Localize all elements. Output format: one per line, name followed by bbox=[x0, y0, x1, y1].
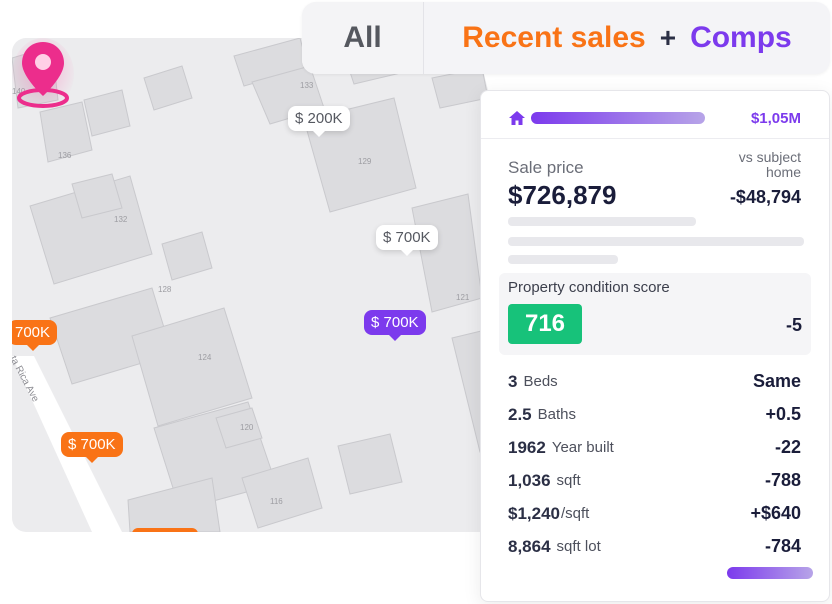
lot-number: 128 bbox=[158, 285, 172, 294]
price-range-bar bbox=[531, 112, 705, 124]
detail-value: 3 bbox=[508, 371, 518, 391]
price-tag[interactable]: $ 700K bbox=[61, 432, 123, 463]
detail-diff: -784 bbox=[764, 536, 801, 556]
condition-score-badge: 716 bbox=[508, 304, 582, 344]
detail-unit: Year built bbox=[551, 439, 614, 456]
sale-price-value: $726,879 bbox=[508, 180, 617, 210]
detail-value: $1,240 bbox=[508, 503, 560, 523]
detail-row-baths: 2.5 Baths +0.5 bbox=[508, 398, 801, 431]
home-icon bbox=[509, 111, 525, 125]
filter-all-button[interactable]: All bbox=[302, 2, 424, 74]
divider bbox=[481, 138, 829, 139]
detail-value: 1962 bbox=[508, 437, 546, 457]
lot-number: 133 bbox=[300, 81, 314, 90]
detail-unit: Baths bbox=[537, 406, 576, 423]
placeholder-line bbox=[508, 217, 696, 226]
detail-diff: +$640 bbox=[750, 503, 801, 523]
vs-subject-value: -$48,794 bbox=[729, 187, 801, 207]
lot-number: 129 bbox=[358, 157, 372, 166]
lot-number: 132 bbox=[114, 215, 128, 224]
property-details-list: 3 Beds Same 2.5 Baths +0.5 1962 Year bui… bbox=[508, 365, 801, 563]
lot-number: 116 bbox=[270, 497, 283, 506]
condition-score-diff: -5 bbox=[785, 315, 802, 335]
filter-bar: All Recent sales + Comps bbox=[302, 2, 830, 74]
detail-value: 8,864 bbox=[508, 536, 551, 556]
lot-number: 124 bbox=[198, 353, 212, 362]
filter-plus-separator: + bbox=[659, 22, 677, 53]
detail-row-sqft: 1,036 sqft -788 bbox=[508, 464, 801, 497]
detail-unit: sqft lot bbox=[556, 538, 601, 555]
lot-number: 120 bbox=[240, 423, 254, 432]
detail-row-year-built: 1962 Year built -22 bbox=[508, 431, 801, 464]
detail-unit: sqft bbox=[556, 472, 581, 489]
detail-unit: /sqft bbox=[561, 505, 590, 522]
price-tag[interactable]: $ 200K bbox=[288, 106, 350, 137]
price-tag[interactable]: $ 700K bbox=[376, 225, 438, 256]
placeholder-line bbox=[508, 237, 804, 246]
condition-score-label: Property condition score bbox=[508, 279, 670, 296]
detail-row-lot-size: 8,864 sqft lot -784 bbox=[508, 530, 801, 563]
price-tag[interactable]: $ 700K bbox=[364, 310, 426, 341]
detail-row-price-per-sqft: $1,240 /sqft +$640 bbox=[508, 497, 801, 530]
card-footer-bar bbox=[727, 567, 813, 579]
detail-value: 2.5 bbox=[508, 404, 532, 424]
comp-card[interactable]: $1,05M Sale price $726,879 vs subject ho… bbox=[480, 90, 830, 602]
lot-number: 136 bbox=[58, 151, 72, 160]
detail-diff: -22 bbox=[774, 437, 801, 457]
detail-row-beds: 3 Beds Same bbox=[508, 365, 801, 398]
card-header: $1,05M bbox=[509, 109, 801, 127]
vs-subject-label: vs subject home bbox=[738, 149, 801, 180]
lot-number: 121 bbox=[456, 293, 470, 302]
map-canvas: 133 140 136 129 132 128 124 121 120 116 … bbox=[12, 38, 580, 532]
filter-recent-sales-button[interactable]: Recent sales bbox=[462, 21, 646, 54]
filter-group: Recent sales + Comps bbox=[424, 21, 830, 55]
sale-price-label: Sale price bbox=[508, 158, 584, 177]
condition-score-panel: Property condition score 716 -5 bbox=[499, 273, 811, 355]
detail-diff: +0.5 bbox=[765, 404, 801, 424]
price-tag-partial[interactable] bbox=[132, 528, 198, 532]
subject-home-pin-icon[interactable] bbox=[12, 38, 74, 112]
top-price: $1,05M bbox=[750, 109, 801, 127]
detail-diff: Same bbox=[752, 371, 801, 391]
detail-unit: Beds bbox=[523, 373, 558, 390]
detail-value: 1,036 bbox=[508, 470, 551, 490]
placeholder-line bbox=[508, 255, 618, 264]
filter-comps-button[interactable]: Comps bbox=[690, 21, 792, 54]
detail-diff: -788 bbox=[764, 470, 801, 490]
price-tag[interactable]: 700K bbox=[12, 320, 58, 351]
